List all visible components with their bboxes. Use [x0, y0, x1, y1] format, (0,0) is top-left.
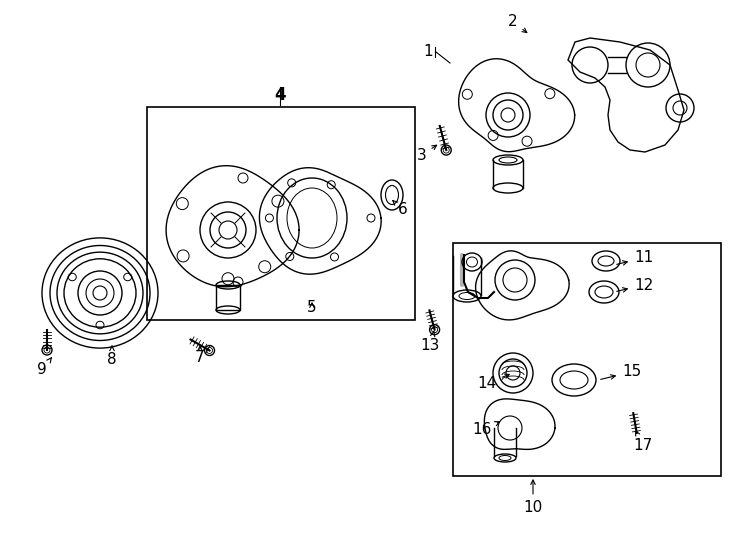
- Text: 3: 3: [417, 145, 437, 163]
- Text: 13: 13: [421, 332, 440, 353]
- Bar: [453, 243, 721, 476]
- Bar: [216, 285, 240, 310]
- Text: 9: 9: [37, 357, 51, 377]
- Text: 6: 6: [393, 201, 408, 218]
- Text: 10: 10: [523, 480, 542, 515]
- Text: 1: 1: [424, 44, 433, 59]
- Text: 15: 15: [600, 364, 642, 380]
- Text: 5: 5: [308, 300, 317, 315]
- Text: 4: 4: [275, 86, 286, 104]
- Text: 8: 8: [107, 346, 117, 368]
- Text: 2: 2: [508, 15, 527, 32]
- Text: 16: 16: [473, 422, 499, 437]
- Text: 7: 7: [195, 346, 205, 366]
- Text: 14: 14: [478, 374, 509, 390]
- Text: 17: 17: [633, 431, 653, 453]
- Bar: [147, 107, 415, 320]
- Text: 12: 12: [617, 278, 653, 293]
- Text: 11: 11: [617, 251, 653, 266]
